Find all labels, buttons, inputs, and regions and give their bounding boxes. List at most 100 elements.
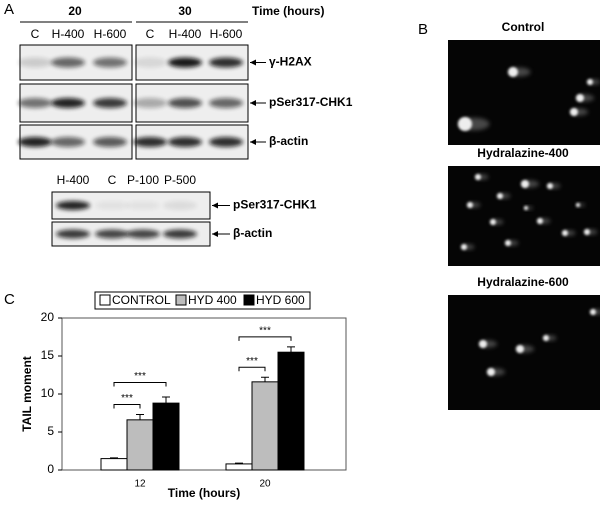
lane-label: P-100 [127, 173, 159, 187]
blot-band [18, 137, 52, 147]
blot-band [93, 98, 127, 108]
bar [225, 463, 253, 471]
error-bar [136, 414, 144, 420]
blot-band [56, 229, 90, 239]
blot-band [133, 57, 167, 68]
blot-band [163, 229, 197, 239]
significance-bracket [113, 382, 167, 387]
significance-label: *** [259, 326, 271, 337]
comet-head [497, 193, 503, 199]
comet-head [458, 117, 472, 131]
lane-label: P-500 [164, 173, 196, 187]
image-label: Hydralazine-600 [477, 275, 569, 289]
band-label: β-actin [269, 134, 308, 148]
bar [251, 381, 279, 471]
blot-band [209, 98, 243, 108]
y-tick-label: 0 [47, 462, 54, 476]
band-label: pSer317-CHK1 [269, 95, 353, 109]
image-label: Control [502, 20, 545, 34]
lane-label: H-400 [52, 27, 85, 41]
comet-head [490, 219, 496, 225]
time-group: 30 [178, 4, 192, 18]
lane-label: C [31, 27, 40, 41]
image-label: Hydralazine-400 [477, 146, 569, 160]
comet-head [587, 79, 593, 85]
band-label: pSer317-CHK1 [233, 198, 317, 212]
error-bar [261, 376, 269, 382]
lane-label: H-600 [210, 27, 243, 41]
arrow-head [250, 100, 256, 106]
blot-band [209, 57, 243, 68]
legend-label: CONTROL [112, 293, 171, 307]
significance-label: *** [121, 393, 133, 404]
blot-band [168, 57, 202, 68]
blot-band [51, 137, 85, 147]
y-tick-label: 5 [47, 424, 54, 438]
blot-band [163, 201, 197, 210]
comet-head [521, 180, 529, 188]
blot-band [56, 201, 90, 210]
lane-label: H-400 [57, 173, 90, 187]
error-bar [110, 457, 118, 459]
blot-band [168, 98, 202, 108]
error-bar [235, 462, 243, 464]
panel-label: C [4, 291, 15, 308]
lane-label: C [108, 173, 117, 187]
x-tick-label: 12 [134, 479, 146, 490]
legend-box [94, 291, 311, 310]
comet-images: Control Hydralazine-400 Hydralazine-600 [448, 20, 600, 410]
bar [277, 351, 305, 471]
arrow-head [212, 202, 218, 209]
comet-head [467, 202, 473, 208]
arrow-head [250, 139, 256, 145]
blot-band [18, 57, 52, 68]
y-tick-label: 15 [41, 348, 55, 362]
comet-head [516, 345, 524, 353]
comet-head [461, 244, 467, 250]
significance-label: *** [134, 371, 146, 382]
comet-head [547, 183, 553, 189]
bar [126, 419, 154, 471]
comet-head [475, 174, 481, 180]
legend-swatch [99, 294, 111, 306]
blot-band [133, 137, 167, 147]
comet-head [576, 94, 584, 102]
y-tick-label: 20 [41, 310, 55, 324]
blot-band [126, 201, 160, 210]
comet-head [562, 230, 568, 236]
lane-label: H-600 [94, 27, 127, 41]
significance-bracket [238, 366, 266, 372]
legend-swatch [243, 294, 255, 306]
comet-head [570, 108, 578, 116]
significance-bracket [238, 336, 292, 341]
error-bar [287, 346, 295, 353]
blot-band [126, 229, 160, 239]
blot-band [133, 98, 167, 108]
comet-head [487, 368, 495, 376]
significance-label: *** [246, 356, 258, 367]
comet-head [590, 309, 596, 315]
legend-label: HYD 600 [256, 293, 305, 307]
legend-swatch [175, 294, 187, 306]
western-blots: 20 30 Time (hours) C H-400 H-600 C H-400 H-600 γ-… [18, 4, 353, 247]
arrow-head [212, 231, 218, 237]
comet-head [584, 229, 590, 235]
band-label: γ-H2AX [269, 55, 312, 69]
significance-bracket [113, 404, 141, 409]
comet-head [524, 206, 528, 210]
bar [100, 458, 128, 471]
time-group: 20 [68, 4, 82, 18]
legend-label: HYD 400 [188, 293, 237, 307]
panel-label: A [4, 1, 14, 18]
blot-band [209, 137, 243, 147]
time-label: Time (hours) [252, 4, 324, 18]
y-axis-label: TAIL moment [20, 356, 34, 432]
band-label: β-actin [233, 226, 272, 240]
comet-head [576, 203, 580, 207]
lane-label: H-400 [169, 27, 202, 41]
arrow-head [250, 59, 256, 66]
blot-band [95, 229, 129, 239]
x-tick-label: 20 [259, 479, 271, 490]
y-tick-label: 10 [41, 386, 55, 400]
